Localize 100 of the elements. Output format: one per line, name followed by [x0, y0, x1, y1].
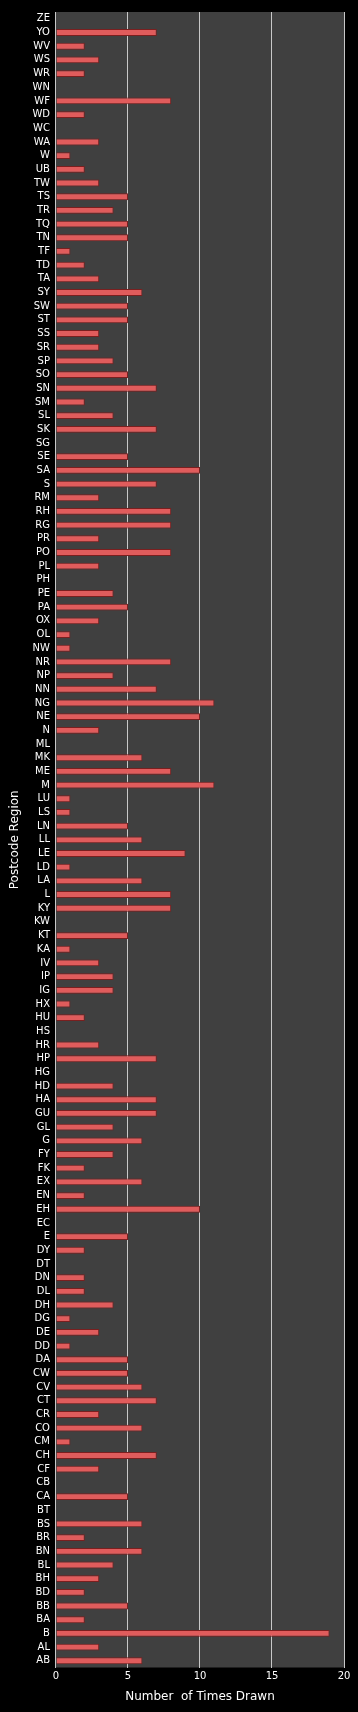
x-tick-label: 5	[124, 1670, 132, 1682]
y-tick-label: SP	[37, 354, 50, 366]
y-tick-label: SK	[37, 422, 51, 434]
y-tick-label: WC	[33, 121, 50, 133]
y-tick-label: CV	[36, 1380, 51, 1392]
y-tick-label: RG	[35, 518, 50, 530]
y-tick-label: FY	[38, 1148, 51, 1160]
x-axis-title: Number of Times Drawn	[125, 1688, 275, 1703]
y-tick-label: WD	[32, 108, 51, 120]
y-tick-label: EC	[36, 1216, 50, 1228]
y-tick-label: LA	[37, 874, 51, 886]
y-tick-label: PA	[37, 600, 51, 612]
y-tick-label: B	[43, 1626, 51, 1638]
y-tick-label: L	[44, 888, 51, 900]
y-tick-label: CO	[35, 1421, 51, 1433]
y-tick-label: ZE	[36, 12, 50, 24]
y-tick-label: BN	[35, 1544, 50, 1556]
y-tick-label: FK	[37, 1161, 51, 1173]
y-tick-label: YO	[35, 26, 51, 38]
y-tick-label: TA	[36, 272, 51, 284]
y-tick-label: RH	[35, 505, 50, 517]
y-tick-label: TS	[36, 190, 50, 202]
y-tick-label: WA	[33, 135, 51, 147]
y-tick-label: LN	[36, 819, 50, 831]
x-tick-label: 15	[265, 1670, 279, 1682]
y-tick-label: EH	[36, 1202, 50, 1214]
y-tick-label: PR	[37, 532, 51, 544]
y-tick-label: SM	[35, 395, 50, 407]
x-tick-label: 20	[337, 1670, 351, 1682]
y-tick-label: SS	[37, 327, 50, 339]
y-tick-label: HS	[36, 1024, 50, 1036]
y-tick-label: CM	[34, 1435, 50, 1447]
y-tick-label: HA	[35, 1093, 51, 1105]
y-tick-label: IG	[39, 983, 50, 995]
y-tick-label: SL	[38, 409, 51, 421]
y-tick-label: TN	[35, 231, 50, 243]
y-tick-label: NG	[34, 696, 50, 708]
y-tick-label: SW	[33, 299, 51, 311]
y-tick-label: NR	[35, 655, 51, 667]
y-tick-label: SO	[35, 368, 51, 380]
y-tick-label: SG	[35, 436, 50, 448]
y-tick-label: WN	[32, 80, 50, 92]
y-tick-label: ST	[37, 313, 51, 325]
y-tick-label: CH	[35, 1449, 50, 1461]
y-tick-label: NN	[35, 682, 50, 694]
y-tick-label: MK	[34, 751, 51, 763]
y-tick-label: UB	[35, 162, 51, 174]
y-tick-label: DL	[36, 1284, 51, 1296]
y-tick-label: CW	[33, 1367, 51, 1379]
y-tick-label: DH	[34, 1298, 50, 1310]
y-tick-label: W	[40, 149, 51, 161]
y-tick-label: WV	[33, 39, 51, 51]
y-tick-label: LU	[37, 792, 50, 804]
y-tick-label: CF	[37, 1462, 51, 1474]
y-tick-label: PH	[36, 573, 50, 585]
y-tick-label: LL	[38, 833, 51, 845]
y-tick-label: SA	[36, 463, 51, 475]
y-tick-label: DT	[36, 1257, 51, 1269]
y-tick-label: WF	[34, 94, 51, 106]
y-tick-label: IV	[40, 956, 51, 968]
y-tick-label: SY	[37, 286, 51, 298]
y-tick-label: LD	[36, 860, 51, 872]
x-tick-label: 10	[193, 1670, 207, 1682]
y-tick-label: BS	[36, 1517, 50, 1529]
y-tick-label: PL	[38, 559, 51, 571]
y-tick-label: M	[41, 778, 50, 790]
y-tick-label: EX	[36, 1175, 51, 1187]
y-tick-label: GL	[36, 1120, 51, 1132]
y-tick-label: CT	[36, 1394, 51, 1406]
y-tick-label: PE	[37, 587, 50, 599]
y-tick-label: DY	[36, 1243, 51, 1255]
y-tick-label: KY	[37, 901, 51, 913]
y-tick-label: BH	[35, 1572, 50, 1584]
y-tick-label: SE	[37, 450, 50, 462]
y-tick-label: KT	[38, 929, 51, 941]
y-tick-label: PO	[36, 546, 51, 558]
y-tick-label: HD	[34, 1079, 51, 1091]
y-tick-label: BB	[36, 1599, 51, 1611]
y-tick-label: WS	[33, 53, 50, 65]
y-tick-label: BL	[37, 1558, 51, 1570]
y-tick-label: KW	[33, 915, 51, 927]
y-tick-label: DD	[34, 1339, 51, 1351]
y-tick-label: HX	[35, 997, 51, 1009]
y-tick-label: OX	[35, 614, 51, 626]
y-tick-label: LS	[38, 806, 50, 818]
y-tick-label: CB	[36, 1476, 51, 1488]
y-tick-label: N	[42, 723, 50, 735]
y-tick-label: AL	[37, 1640, 51, 1652]
y-tick-label: ML	[35, 737, 51, 749]
y-tick-label: DE	[35, 1325, 50, 1337]
y-tick-label: HP	[36, 1052, 50, 1064]
y-tick-label: DN	[34, 1271, 50, 1283]
y-tick-label: GU	[34, 1107, 50, 1119]
x-tick-label: 0	[52, 1670, 60, 1682]
y-tick-label: TW	[32, 176, 51, 188]
y-tick-label: CR	[36, 1408, 51, 1420]
y-tick-label: G	[42, 1134, 50, 1146]
y-tick-label: SN	[36, 381, 50, 393]
y-tick-label: WR	[33, 67, 51, 79]
y-tick-label: OL	[36, 628, 51, 640]
